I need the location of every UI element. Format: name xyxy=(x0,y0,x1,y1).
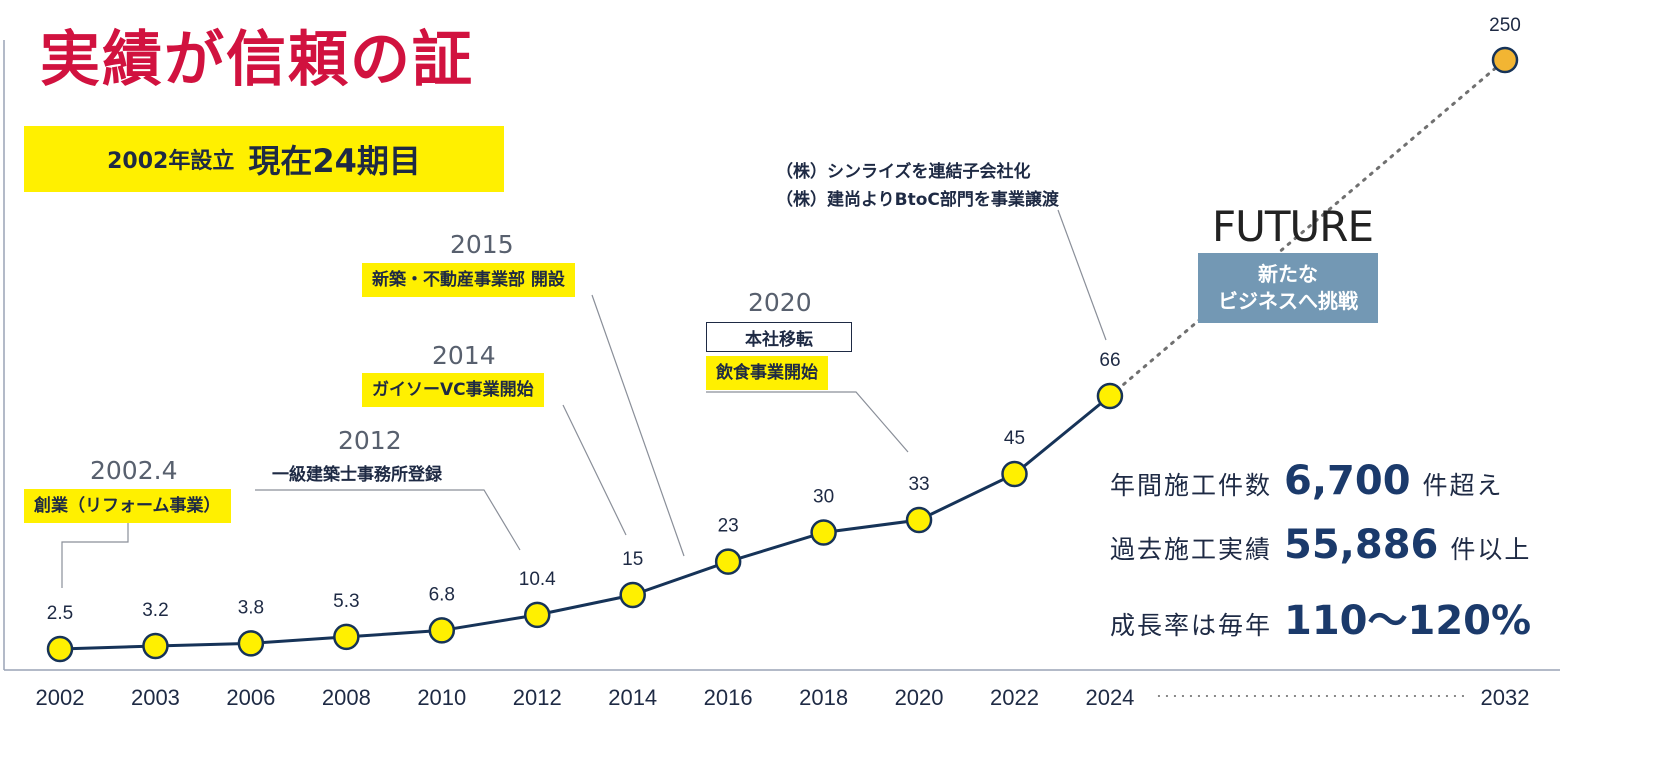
data-point xyxy=(428,617,456,644)
data-label: 45 xyxy=(1004,428,1025,449)
future-line-1: 新たな xyxy=(1258,262,1318,286)
data-label: 23 xyxy=(718,516,739,537)
leader-2020 xyxy=(706,391,909,453)
data-point xyxy=(333,623,360,651)
data-label: 5.3 xyxy=(333,591,359,612)
data-point xyxy=(619,581,646,609)
page-title: 実績が信頼の証 xyxy=(40,25,474,95)
x-tick-label: 2024 xyxy=(1085,685,1134,710)
projection-line xyxy=(1108,58,1507,398)
stat-unit: 件以上 xyxy=(1450,535,1532,564)
data-label: 3.2 xyxy=(142,600,168,621)
data-point xyxy=(524,601,551,629)
leader-2015 xyxy=(591,294,685,557)
milestone-tag-hq-relocation: 本社移転 xyxy=(706,322,852,352)
data-point xyxy=(237,630,265,657)
x-tick-label: 2010 xyxy=(417,685,466,710)
data-label: 15 xyxy=(622,549,643,570)
stat-value: 110～120% xyxy=(1284,598,1532,644)
milestone-tag-new-building-division: 新築・不動産事業部 開設 xyxy=(362,263,575,298)
data-label: 6.8 xyxy=(429,584,455,605)
leader-2024 xyxy=(1057,209,1107,341)
milestone-year-2014: 2014 xyxy=(432,341,496,370)
milestone-tag-founding: 創業（リフォーム事業） xyxy=(24,489,231,524)
future-challenge-box: 新たな ビジネスへ挑戦 xyxy=(1198,253,1378,323)
annotation-leader-lines xyxy=(61,209,1107,588)
x-tick-label: 2002 xyxy=(36,685,85,710)
data-point xyxy=(46,635,74,663)
projection-label: 250 xyxy=(1489,15,1521,36)
data-point xyxy=(810,519,837,546)
data-point xyxy=(1096,382,1124,410)
x-tick-label: 2012 xyxy=(513,685,562,710)
data-label: 33 xyxy=(908,474,929,495)
stat-unit: 件超え xyxy=(1422,471,1504,500)
milestone-year-2020: 2020 xyxy=(748,288,812,317)
milestone-year-2002-4: 2002.4 xyxy=(90,456,178,485)
establishment-badge: 2002年設立 現在24期目 xyxy=(24,126,504,192)
period-text: 現在24期目 xyxy=(248,142,421,180)
data-point xyxy=(714,548,742,575)
data-point xyxy=(905,506,933,534)
x-tick-label: 2006 xyxy=(226,685,275,710)
x-tick-label: 2022 xyxy=(990,685,1039,710)
milestone-note-kensho-transfer: （株）建尚よりBtoC部門を事業譲渡 xyxy=(776,190,1059,210)
x-tick-label: 2008 xyxy=(322,685,371,710)
x-tick-label: 2016 xyxy=(704,685,753,710)
chart-axes: 2002 2003 2006 2008 2010 2012 2014 2016 2018 2020… xyxy=(3,40,1560,710)
data-point xyxy=(1001,460,1028,488)
chart-series: 2.5 3.2 3.8 5.3 6.8 10.4 15 23 30 33 45 66 250 xyxy=(46,15,1521,663)
stat-label: 成長率は毎年 xyxy=(1110,611,1273,640)
x-tick-label: 2003 xyxy=(131,685,180,710)
x-tick-label: 2018 xyxy=(799,685,848,710)
data-label: 10.4 xyxy=(519,569,556,590)
stat-total-constructions: 過去施工実績 55,886 件以上 xyxy=(1110,522,1531,568)
leader-2002 xyxy=(61,522,129,588)
data-label: 66 xyxy=(1099,350,1120,371)
x-tick-label: 2032 xyxy=(1481,685,1530,710)
stat-value: 6,700 xyxy=(1284,458,1411,504)
milestone-year-2012: 2012 xyxy=(338,426,402,455)
founded-text: 2002年設立 xyxy=(107,149,235,174)
milestone-tag-restaurant-business: 飲食事業開始 xyxy=(706,356,828,391)
data-label: 2.5 xyxy=(47,603,73,624)
data-label: 3.8 xyxy=(238,597,264,618)
stat-label: 過去施工実績 xyxy=(1110,535,1273,564)
x-tick-label: 2014 xyxy=(608,685,657,710)
stat-annual-constructions: 年間施工件数 6,700 件超え xyxy=(1110,458,1504,504)
milestone-year-2015: 2015 xyxy=(450,230,514,259)
future-title: FUTURE xyxy=(1212,202,1374,251)
data-label: 30 xyxy=(813,487,834,508)
data-point xyxy=(142,632,169,660)
milestone-note-architect-registration: 一級建築士事務所登録 xyxy=(272,465,442,485)
projection-point xyxy=(1491,46,1519,74)
x-tick-label: 2020 xyxy=(895,685,944,710)
milestone-note-shinrise-subsidiary: （株）シンライズを連結子会社化 xyxy=(776,162,1031,182)
stat-growth-rate: 成長率は毎年 110～120% xyxy=(1110,588,1543,646)
leader-2012 xyxy=(255,489,521,551)
series-line xyxy=(59,394,1111,651)
future-line-2: ビジネスへ挑戦 xyxy=(1218,289,1358,313)
milestone-tag-gaiso-vc: ガイソーVC事業開始 xyxy=(362,373,544,408)
stat-value: 55,886 xyxy=(1284,522,1439,568)
leader-2014 xyxy=(562,404,627,536)
stat-label: 年間施工件数 xyxy=(1110,471,1273,500)
